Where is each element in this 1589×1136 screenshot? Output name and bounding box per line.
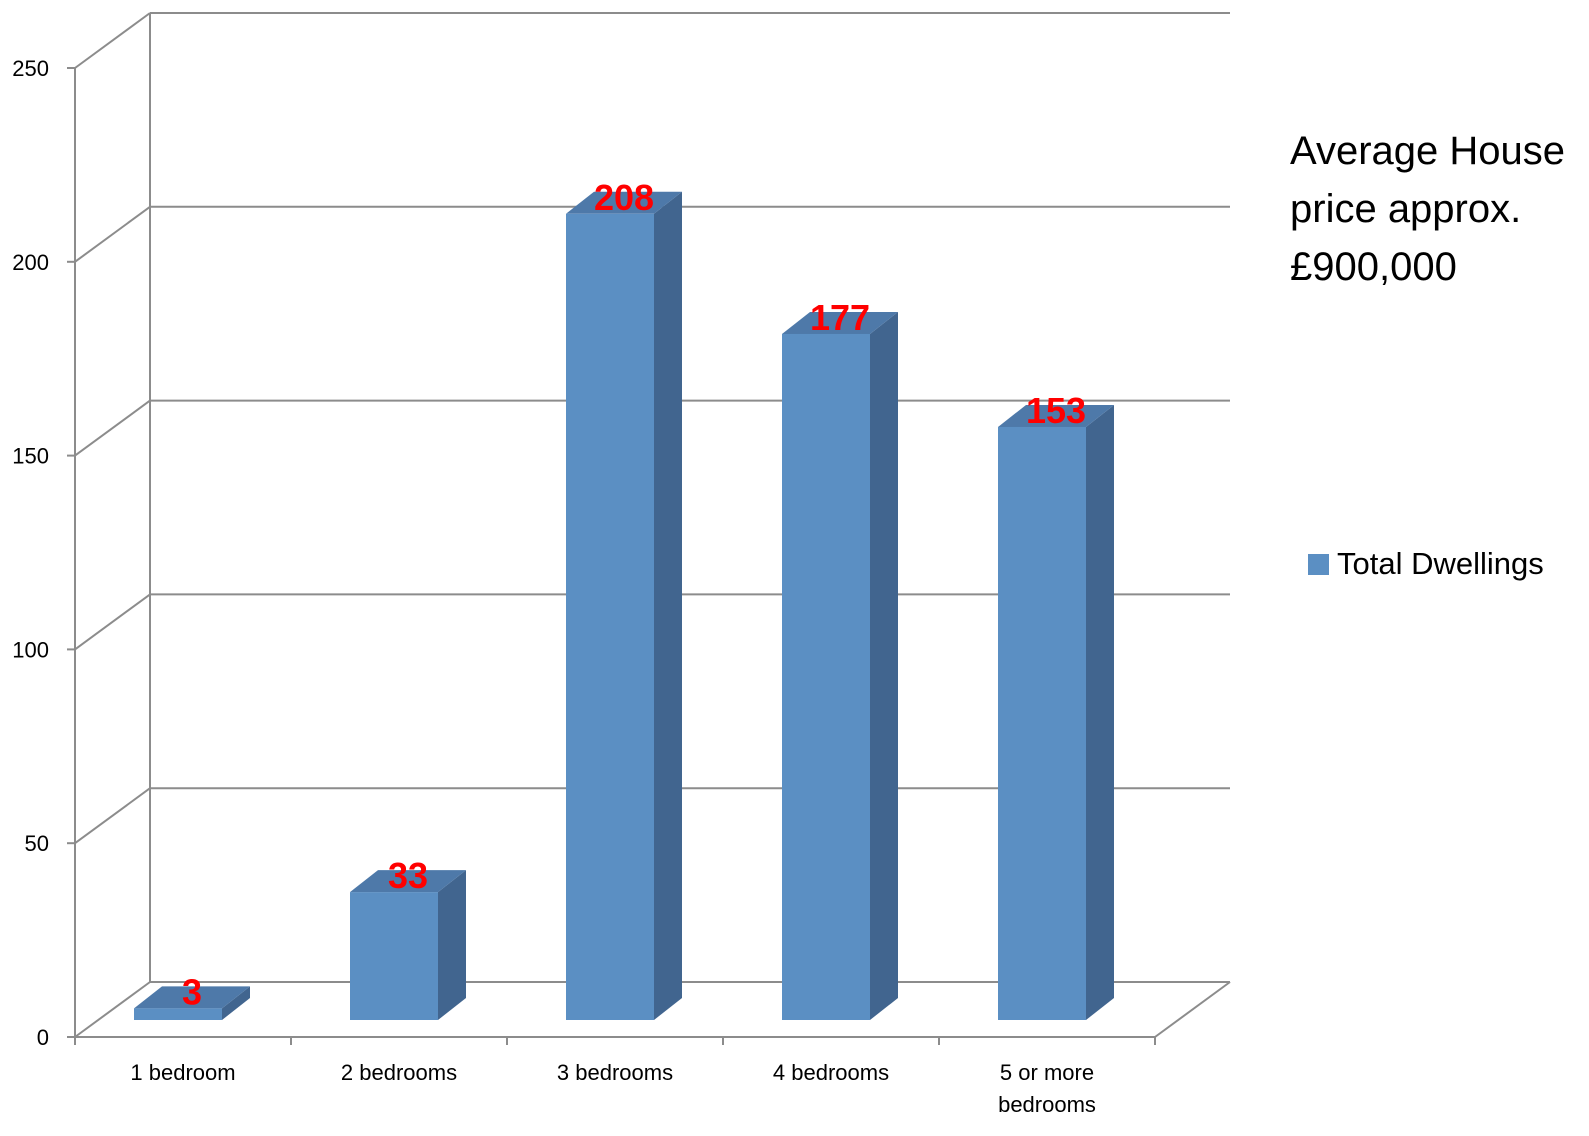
bar-top <box>134 986 250 1009</box>
x-tick-label: 2 bedrooms <box>341 1060 457 1085</box>
legend-swatch <box>1308 553 1329 575</box>
bar <box>998 426 1086 1020</box>
bar <box>134 1008 222 1020</box>
data-label: 208 <box>594 177 654 218</box>
chart-legend: Total Dwellings <box>1308 546 1544 582</box>
bar-top <box>566 191 682 214</box>
bar-side <box>222 986 250 1020</box>
average-price-annotation: Average House price approx. £900,000 <box>1290 122 1585 296</box>
gridline-diagonal <box>74 981 151 1038</box>
bar <box>566 213 654 1021</box>
x-tick-label: 5 or more <box>1000 1060 1094 1085</box>
data-label: 33 <box>388 855 428 896</box>
x-tick-label: 1 bedroom <box>130 1060 235 1085</box>
y-tick-label: 150 <box>12 444 49 469</box>
floor-right-edge <box>1154 981 1231 1038</box>
x-tick-label: 3 bedrooms <box>557 1060 673 1085</box>
bar-side <box>870 311 898 1020</box>
bar-side <box>654 191 682 1021</box>
bar-side <box>1086 404 1114 1020</box>
bar <box>782 333 870 1020</box>
annotation-line-3: £900,000 <box>1290 245 1457 289</box>
legend-label: Total Dwellings <box>1337 546 1544 581</box>
bar-side <box>438 870 466 1020</box>
data-label: 3 <box>182 971 202 1012</box>
gridline-diagonal <box>74 593 151 651</box>
gridline-diagonal <box>74 205 151 263</box>
bar <box>350 892 438 1020</box>
bar-top <box>350 870 466 893</box>
gridline-diagonal <box>74 12 151 69</box>
y-tick-label: 200 <box>12 250 49 275</box>
x-tick-label: bedrooms <box>998 1092 1096 1117</box>
bar-top <box>998 404 1114 427</box>
y-tick-label: 100 <box>12 637 49 662</box>
annotation-line-2: price approx. <box>1290 187 1522 231</box>
y-tick-label: 250 <box>12 56 49 81</box>
x-tick-label: 4 bedrooms <box>773 1060 889 1085</box>
y-tick-label: 0 <box>37 1025 49 1050</box>
data-label: 153 <box>1026 390 1086 431</box>
y-tick-label: 50 <box>25 831 49 856</box>
gridline-diagonal <box>74 787 151 845</box>
data-label: 177 <box>810 297 870 338</box>
annotation-line-1: Average House <box>1290 129 1565 173</box>
gridline-diagonal <box>74 399 151 457</box>
bar-top <box>782 311 898 334</box>
